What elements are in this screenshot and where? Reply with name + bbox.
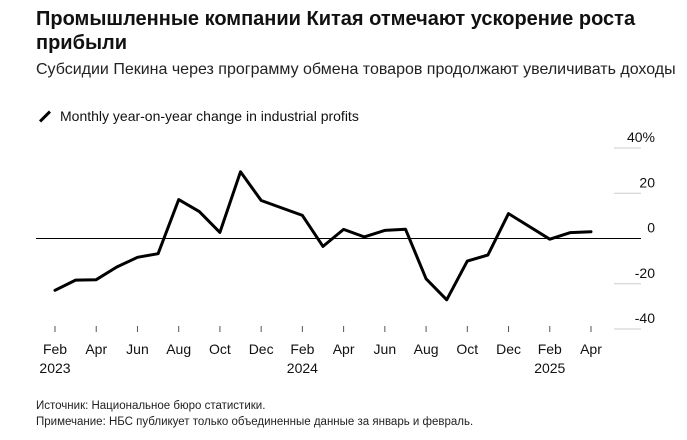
x-tick-label: Feb: [538, 341, 562, 357]
methodology-note: Примечание: НБС публикует только объедин…: [36, 416, 474, 428]
x-tick-label: Feb: [290, 341, 314, 357]
x-tick-label: Dec: [249, 341, 274, 357]
x-year-label: 2025: [534, 360, 565, 376]
x-tick-label: Aug: [414, 341, 439, 357]
y-tick-label: 0: [647, 220, 655, 236]
x-tick-label: Apr: [85, 341, 107, 357]
x-tick-label: Oct: [209, 341, 231, 357]
x-year-label: 2024: [287, 360, 318, 376]
x-tick-label: Feb: [43, 341, 67, 357]
x-tick-label: Dec: [496, 341, 521, 357]
y-tick-label: -40: [635, 310, 655, 326]
chart-footer: Источник: Национальное бюро статистики. …: [36, 398, 473, 430]
chart-title: Промышленные компании Китая отмечают уск…: [36, 8, 636, 54]
y-tick-label: -20: [635, 265, 655, 281]
series-line-industrial-profits: [53, 170, 593, 302]
x-tick-label: Apr: [580, 341, 602, 357]
x-tick-label: Aug: [166, 341, 191, 357]
y-tick-label: 20: [639, 174, 655, 190]
x-tick-label: Jun: [126, 341, 149, 357]
chart-subtitle: Субсидии Пекина через программу обмена т…: [36, 61, 676, 78]
legend-label: Monthly year-on-year change in industria…: [60, 108, 359, 124]
source-note: Источник: Национальное бюро статистики.: [36, 400, 266, 412]
x-tick-label: Jun: [374, 341, 397, 357]
x-tick-label: Apr: [333, 341, 355, 357]
x-year-label: 2023: [39, 360, 70, 376]
x-tick-label: Oct: [456, 341, 478, 357]
legend: Monthly year-on-year change in industria…: [36, 108, 359, 124]
y-tick-label: 40%: [627, 129, 655, 145]
